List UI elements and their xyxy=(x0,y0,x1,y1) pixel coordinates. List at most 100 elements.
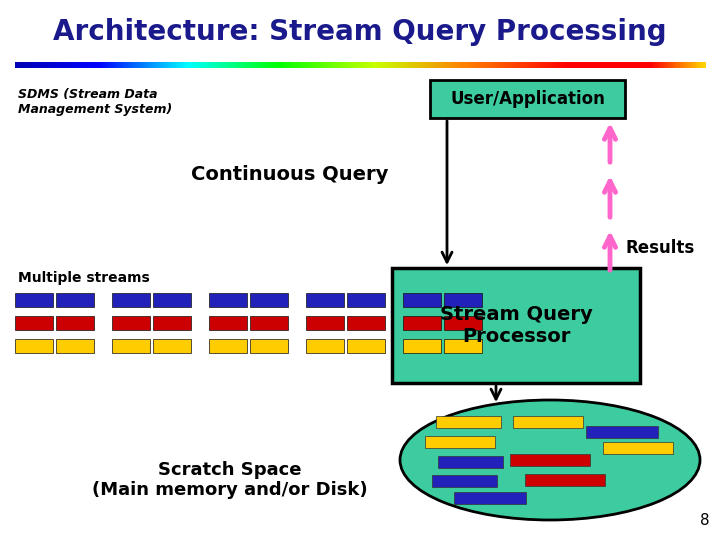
Bar xyxy=(96,62,99,68)
Bar xyxy=(185,62,188,68)
Bar xyxy=(583,62,586,68)
Bar xyxy=(307,62,310,68)
Bar xyxy=(693,62,696,68)
Bar xyxy=(624,62,627,68)
Bar xyxy=(183,62,186,68)
Bar xyxy=(518,62,521,68)
Bar xyxy=(194,62,197,68)
Bar xyxy=(236,62,238,68)
Bar xyxy=(130,62,132,68)
Text: Results: Results xyxy=(626,239,695,257)
Bar xyxy=(119,62,121,68)
Bar xyxy=(415,62,418,68)
Bar xyxy=(595,62,598,68)
Bar xyxy=(696,62,698,68)
Bar xyxy=(208,62,211,68)
Ellipse shape xyxy=(400,400,700,520)
Bar xyxy=(537,62,540,68)
Bar xyxy=(567,62,570,68)
Bar xyxy=(367,62,369,68)
Bar xyxy=(438,62,441,68)
Bar xyxy=(250,316,288,330)
Bar xyxy=(347,339,385,353)
Bar xyxy=(643,62,646,68)
Bar xyxy=(544,62,546,68)
Bar xyxy=(493,62,496,68)
Bar xyxy=(112,293,150,307)
Bar xyxy=(264,62,266,68)
Bar xyxy=(452,62,455,68)
Bar xyxy=(347,293,385,307)
Bar xyxy=(289,62,292,68)
Bar xyxy=(112,339,150,353)
Bar xyxy=(473,62,475,68)
Bar xyxy=(333,62,336,68)
Bar xyxy=(256,62,259,68)
Bar xyxy=(112,62,114,68)
Bar xyxy=(17,62,20,68)
Bar xyxy=(482,62,485,68)
Bar xyxy=(233,62,236,68)
Bar xyxy=(222,62,225,68)
Bar xyxy=(659,62,662,68)
Bar xyxy=(247,62,250,68)
Bar xyxy=(541,62,544,68)
Text: 8: 8 xyxy=(701,513,710,528)
Bar xyxy=(392,62,395,68)
Bar xyxy=(510,454,590,466)
Bar xyxy=(139,62,142,68)
Bar xyxy=(84,62,87,68)
Bar xyxy=(169,62,172,68)
Bar xyxy=(650,62,652,68)
Bar xyxy=(454,492,526,504)
Bar xyxy=(258,62,261,68)
Bar xyxy=(252,62,255,68)
Bar xyxy=(445,62,448,68)
Bar xyxy=(516,62,519,68)
Bar xyxy=(197,62,199,68)
Bar xyxy=(622,62,625,68)
Bar xyxy=(530,62,533,68)
Bar xyxy=(213,62,215,68)
Bar xyxy=(330,62,333,68)
Bar xyxy=(328,62,330,68)
Bar xyxy=(604,62,606,68)
Bar xyxy=(15,316,53,330)
Bar xyxy=(390,62,392,68)
Bar xyxy=(127,62,130,68)
Bar xyxy=(526,62,528,68)
Bar xyxy=(268,62,271,68)
Bar xyxy=(631,62,634,68)
Bar xyxy=(54,62,57,68)
Bar xyxy=(181,62,184,68)
Bar xyxy=(691,62,694,68)
Bar xyxy=(586,426,658,438)
Bar xyxy=(533,62,535,68)
Bar xyxy=(447,62,450,68)
Bar xyxy=(456,62,459,68)
Bar xyxy=(316,62,319,68)
Bar xyxy=(675,62,678,68)
Bar xyxy=(61,62,64,68)
Bar xyxy=(477,62,480,68)
Bar xyxy=(491,62,494,68)
Bar xyxy=(123,62,126,68)
Bar xyxy=(337,62,340,68)
Bar xyxy=(470,62,473,68)
Bar xyxy=(306,316,344,330)
Bar xyxy=(114,62,117,68)
Bar xyxy=(160,62,163,68)
Bar xyxy=(420,62,423,68)
Bar xyxy=(209,339,247,353)
Bar xyxy=(135,62,138,68)
Bar xyxy=(86,62,89,68)
Bar xyxy=(215,62,218,68)
Bar xyxy=(652,62,655,68)
Bar xyxy=(144,62,147,68)
Bar xyxy=(277,62,280,68)
Bar xyxy=(466,62,469,68)
Bar xyxy=(436,62,438,68)
Bar xyxy=(156,62,158,68)
Bar xyxy=(498,62,501,68)
Bar xyxy=(678,62,680,68)
